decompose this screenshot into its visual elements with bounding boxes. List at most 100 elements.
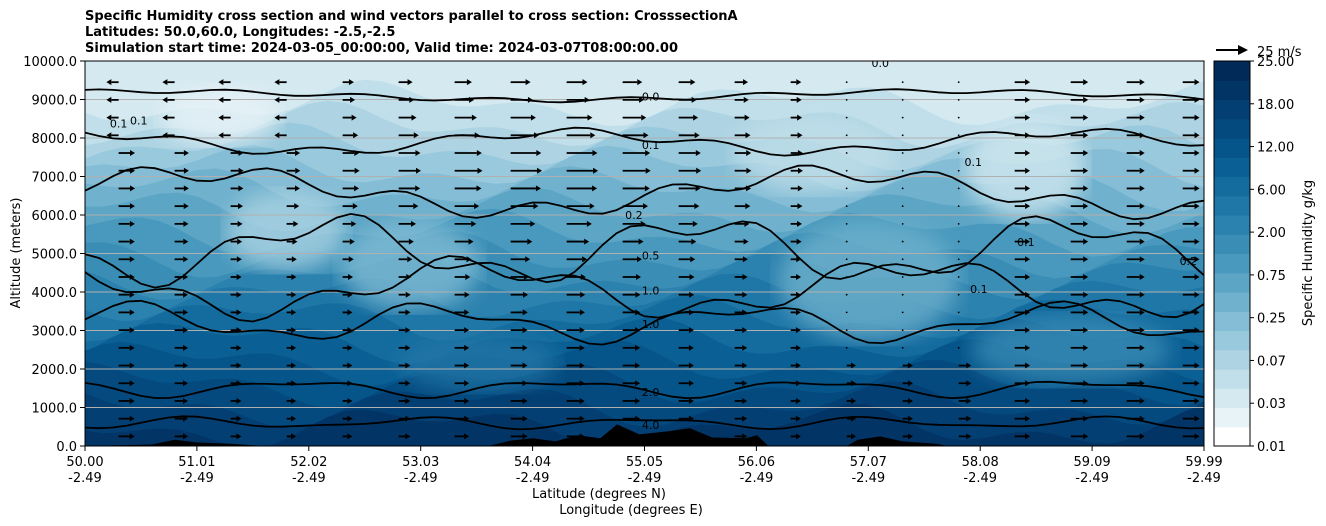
wind-vector-head xyxy=(347,397,353,404)
wind-vector-head xyxy=(236,309,242,316)
wind-vector-head xyxy=(1139,220,1145,227)
wind-vector-head xyxy=(465,273,471,280)
wind-vector-head xyxy=(796,238,802,245)
wind-vector-head xyxy=(688,327,694,334)
wind-vector-calm xyxy=(845,240,848,243)
wind-vector-head xyxy=(795,433,801,440)
wind-vector-head xyxy=(129,380,135,387)
wind-vector-head xyxy=(1025,291,1031,298)
wind-vector-calm xyxy=(901,116,904,119)
x-tick-label-latitude: 50.00 xyxy=(66,455,103,470)
wind-vector-calm xyxy=(957,152,960,154)
wind-vector-head xyxy=(162,79,168,86)
wind-vector-head xyxy=(966,380,972,387)
wind-vector-head xyxy=(1083,327,1089,334)
wind-vector-head xyxy=(1025,185,1031,192)
wind-vector-head xyxy=(907,433,913,440)
contour-label: 0.0 xyxy=(872,57,890,70)
wind-vector-head xyxy=(237,238,243,245)
wind-vector-head xyxy=(183,220,189,227)
wind-vector-head xyxy=(476,150,482,157)
wind-vector-head xyxy=(522,415,528,422)
wind-vector-head xyxy=(582,79,588,86)
wind-vector-head xyxy=(688,362,694,369)
colorbar-tick-label: 0.01 xyxy=(1257,440,1286,455)
wind-vector-head xyxy=(851,397,857,404)
wind-vector-head xyxy=(129,238,135,245)
wind-vector-head xyxy=(522,380,528,387)
wind-vector-head xyxy=(129,362,135,369)
wind-vector-head xyxy=(1083,433,1089,440)
wind-vector-head xyxy=(293,220,299,227)
x-tick-label-longitude: -2.49 xyxy=(851,471,885,486)
chart-title-line-2: Latitudes: 50.0,60.0, Longitudes: -2.5,-… xyxy=(85,25,396,40)
wind-vector-head xyxy=(851,415,857,422)
colorbar-swatch xyxy=(1214,138,1250,158)
colorbar-swatch xyxy=(1214,253,1250,274)
y-tick-label: 9000.0 xyxy=(32,94,78,109)
wind-vector-head xyxy=(742,397,748,404)
x-tick-label-longitude: -2.49 xyxy=(404,471,438,486)
wind-vector-head xyxy=(643,132,649,139)
wind-vector-head xyxy=(688,397,694,404)
wind-vector-head xyxy=(1139,344,1145,351)
wind-vector-head xyxy=(907,415,913,422)
contour-line xyxy=(85,415,1204,431)
colorbar-swatch xyxy=(1214,426,1250,447)
colorbar-swatch xyxy=(1214,99,1250,120)
wind-vector-head xyxy=(1083,256,1089,263)
wind-vector-head xyxy=(237,220,243,227)
wind-vector-head xyxy=(1139,79,1145,86)
wind-vector-head xyxy=(405,327,411,334)
y-tick-label: 2000.0 xyxy=(32,363,78,378)
wind-vector-head xyxy=(1194,167,1200,174)
wind-vector-head xyxy=(291,291,297,298)
wind-vector-calm xyxy=(957,116,960,119)
wind-vector-head xyxy=(690,79,696,86)
wind-vector-head xyxy=(291,273,297,280)
y-tick-label: 8000.0 xyxy=(32,132,78,147)
wind-vector-head xyxy=(1025,362,1031,369)
wind-vector-head xyxy=(527,238,533,245)
wind-vector-head xyxy=(525,79,531,86)
contour-labels: 0.00.10.20.51.01.02.04.00.1 0.10.10.10.10… xyxy=(110,57,1197,432)
x-tick-label-latitude: 52.02 xyxy=(290,455,327,470)
wind-vector-calm xyxy=(845,187,848,190)
wind-vector-head xyxy=(694,203,700,210)
wind-vector-head xyxy=(587,114,593,121)
wind-vector-head xyxy=(694,132,700,139)
wind-vector-head xyxy=(347,380,353,387)
wind-vector-head xyxy=(523,291,529,298)
wind-vector-head xyxy=(796,256,802,263)
wind-vector-head xyxy=(1083,362,1089,369)
wind-vector-calm xyxy=(957,187,960,190)
wind-vector-head xyxy=(1194,203,1200,210)
wind-vector-head xyxy=(635,397,641,404)
wind-vector-head xyxy=(693,114,699,121)
wind-vector-calm xyxy=(845,116,848,119)
x-tick-label-latitude: 55.05 xyxy=(626,455,663,470)
wind-vector-head xyxy=(183,167,189,174)
wind-vector-head xyxy=(1194,415,1200,422)
wind-vector-head xyxy=(580,273,586,280)
wind-vectors xyxy=(106,79,1200,440)
wind-vector-head xyxy=(183,433,189,440)
wind-vector-head xyxy=(1083,291,1089,298)
wind-vector-head xyxy=(523,273,529,280)
wind-vector-head xyxy=(579,362,585,369)
wind-vector-head xyxy=(590,132,596,139)
wind-vector-head xyxy=(129,415,135,422)
wind-vector-head xyxy=(639,96,645,103)
wind-vector-calm xyxy=(901,205,904,208)
wind-vector-head xyxy=(1139,256,1145,263)
wind-vector-head xyxy=(522,327,528,334)
terrain-profile xyxy=(85,424,1204,446)
colorbar-frame xyxy=(1213,60,1251,447)
wind-vector-head xyxy=(183,185,189,192)
contour-line xyxy=(85,88,1204,104)
wind-vector-head xyxy=(468,238,474,245)
wind-vector-head xyxy=(645,150,651,157)
wind-vector-head xyxy=(586,220,592,227)
x-tick-label-longitude: -2.49 xyxy=(68,471,102,486)
wind-vector-calm xyxy=(845,98,848,101)
